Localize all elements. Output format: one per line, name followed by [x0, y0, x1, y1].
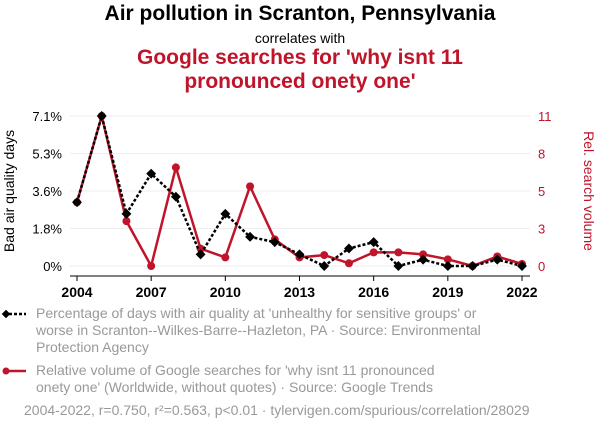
y-axis-label-right: Rel. search volume [581, 131, 597, 251]
legend-item-air: Percentage of days with air quality at '… [24, 305, 506, 356]
y-tick-left: 1.8% [32, 222, 62, 237]
data-point-air [492, 254, 503, 265]
data-point-air [368, 237, 379, 248]
data-point-air [170, 191, 181, 202]
data-point-air [343, 243, 354, 254]
data-point-air [121, 208, 132, 219]
data-point-air [442, 261, 453, 271]
y-tick-right: 11 [538, 109, 552, 124]
data-point-air [220, 208, 231, 219]
data-point-air [467, 261, 478, 271]
data-point-air [393, 261, 404, 271]
data-point-air [269, 237, 280, 248]
data-point-search [419, 250, 428, 259]
data-point-search [221, 253, 230, 262]
data-point-air [146, 168, 157, 179]
x-tick-label: 2010 [210, 284, 241, 300]
legend-label-search: Relative volume of Google searches for '… [36, 362, 435, 395]
data-point-search [320, 251, 329, 260]
data-point-search [171, 163, 180, 172]
data-point-search [443, 255, 452, 264]
x-tick-label: 2022 [506, 284, 537, 300]
y-tick-right: 0 [538, 259, 545, 274]
data-point-air [319, 261, 330, 271]
x-tick-label: 2013 [284, 284, 315, 300]
y-tick-left: 5.3% [32, 147, 62, 162]
data-point-air [294, 249, 305, 260]
x-tick-label: 2019 [432, 284, 463, 300]
x-tick-label: 2007 [136, 284, 167, 300]
y-tick-right: 3 [538, 222, 545, 237]
chart-subtitle: correlates with [254, 30, 346, 46]
data-point-search [369, 248, 378, 257]
y-tick-right: 5 [538, 184, 545, 199]
chart-title: Air pollution in Scranton, Pennsylvania [104, 2, 496, 25]
data-point-air [96, 111, 107, 121]
data-point-search [246, 182, 255, 191]
y-tick-left: 0% [43, 259, 62, 274]
legend-label-air: Percentage of days with air quality at '… [36, 305, 481, 355]
y-tick-left: 7.1% [32, 109, 62, 124]
x-tick-label: 2004 [61, 284, 92, 300]
y-tick-right: 8 [538, 147, 545, 162]
x-tick-label: 2016 [358, 284, 389, 300]
y-tick-left: 3.6% [32, 184, 62, 199]
data-point-air [195, 249, 206, 260]
data-point-air [418, 254, 429, 265]
data-point-air [517, 261, 527, 271]
footer-stats: 2004-2022, r=0.750, r²=0.563, p<0.01 · t… [24, 402, 530, 418]
data-point-search [147, 262, 156, 270]
chart-title-2: Google searches for 'why isnt 11 pronoun… [137, 46, 463, 93]
data-point-search [394, 248, 403, 257]
data-point-air [72, 197, 82, 208]
legend-marker-search [2, 367, 10, 375]
y-axis-label-left: Bad air quality days [1, 130, 17, 252]
data-point-search [344, 259, 353, 268]
data-point-air [245, 231, 256, 242]
legend-item-search: Relative volume of Google searches for '… [24, 362, 456, 396]
legend-marker-air [1, 309, 11, 319]
data-point-search [122, 217, 131, 226]
